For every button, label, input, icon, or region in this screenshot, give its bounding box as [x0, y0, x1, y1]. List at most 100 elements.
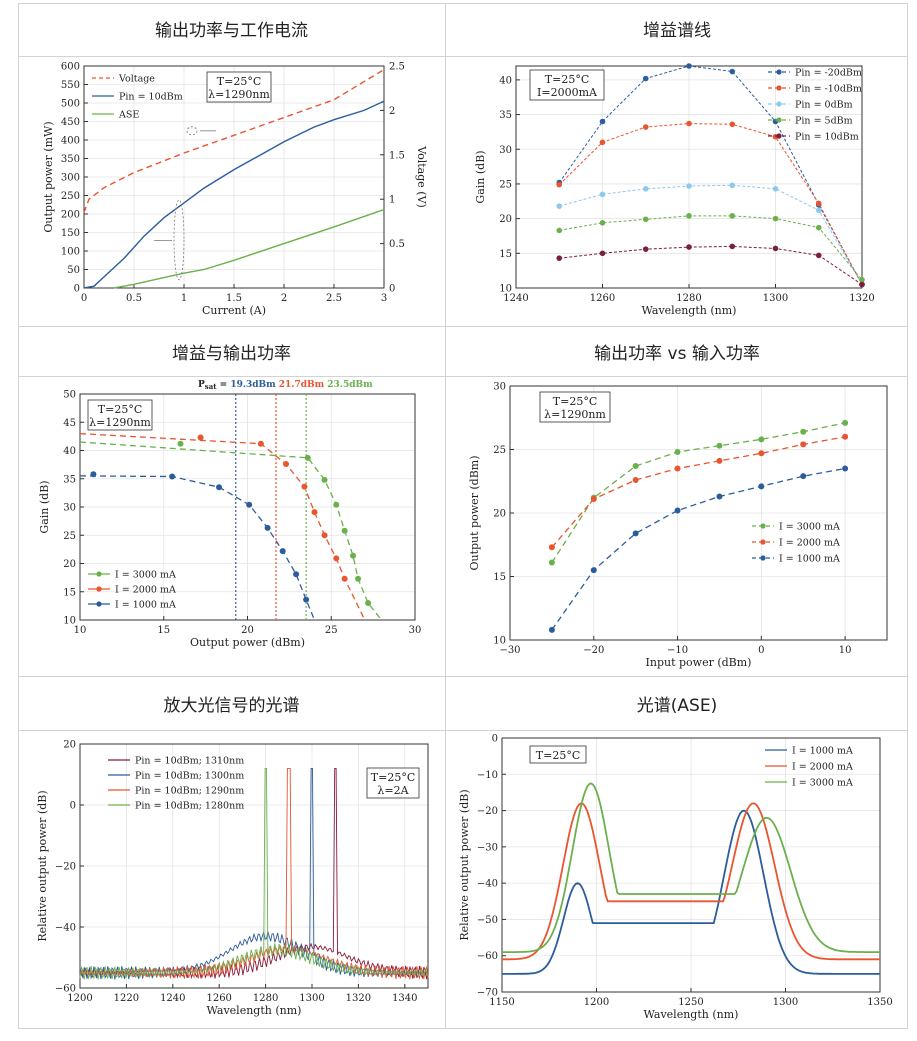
- data-point: [642, 216, 649, 223]
- legend-marker: [760, 523, 766, 529]
- data-point: [311, 509, 318, 516]
- data-point: [729, 243, 736, 250]
- data-point: [686, 213, 692, 219]
- data-point: [293, 571, 300, 578]
- data-point: [815, 252, 822, 259]
- annotation-text: λ=1290nm: [208, 88, 270, 101]
- y-tick-label: −20: [477, 806, 498, 817]
- y-axis-label: Relative output power (dB): [36, 790, 49, 941]
- y-tick-label: −20: [55, 862, 76, 873]
- data-point: [599, 250, 606, 257]
- data-point: [842, 433, 849, 440]
- panel-title: 光谱(ASE): [636, 695, 718, 716]
- x-tick-label: 1.5: [226, 293, 242, 304]
- legend-label: I = 3000 mA: [792, 778, 853, 789]
- x-tick-label: 1200: [67, 993, 92, 1004]
- data-point: [590, 567, 597, 574]
- spectrum-trace: [79, 767, 429, 980]
- x-tick-label: 1200: [584, 997, 609, 1008]
- data-point: [674, 507, 681, 514]
- y-tick-label: 40: [63, 446, 76, 457]
- x-tick-label: 1240: [160, 993, 185, 1004]
- chart-amplified-spectrum: 1200 1220 1240 1260 1280 1300 1320 1340 −60 −40 −2…: [36, 740, 429, 1017]
- x-tick-label: 30: [409, 625, 422, 636]
- data-point: [859, 276, 865, 283]
- y-tick-label: −10: [477, 770, 498, 781]
- annotation-ellipse: [173, 199, 185, 281]
- x-tick-label: 20: [241, 625, 254, 636]
- series-line: [83, 69, 385, 213]
- panel-title: 输出功率 vs 输入功率: [594, 343, 760, 364]
- data-point: [815, 224, 822, 231]
- annotation-text: T=25°C: [371, 771, 415, 784]
- legend-label: Pin = 10dBm; 1280nm: [135, 801, 244, 812]
- series-line: [558, 123, 863, 285]
- chart-gain-vs-output-power: 10 15 20 25 30 10 15 20 25 30 35 40 45 50 Output power…: [38, 380, 422, 649]
- y-tick-label: 100: [61, 247, 80, 258]
- x-tick-label: 1250: [678, 997, 703, 1008]
- x-tick-label: 1220: [114, 993, 139, 1004]
- data-point: [556, 255, 563, 261]
- y-tick-label: 50: [63, 390, 76, 401]
- data-point: [800, 473, 807, 480]
- legend-marker: [760, 539, 766, 545]
- annotation-text: T=25°C: [553, 395, 597, 408]
- x-tick-label: 1280: [253, 993, 278, 1004]
- legend-label: I = 1000 mA: [779, 554, 840, 565]
- y-axis-label: Relative output power (dB): [458, 789, 471, 940]
- y-tick-label: 35: [499, 110, 512, 121]
- data-point: [674, 449, 681, 456]
- x-tick-label: 1350: [867, 997, 892, 1008]
- x-axis-label: Input power (dBm): [646, 656, 752, 669]
- legend-label: Pin = -20dBm: [795, 68, 862, 79]
- data-point: [599, 139, 606, 146]
- data-point: [859, 281, 865, 288]
- data-point: [674, 465, 681, 472]
- legend-label: I = 1000 mA: [115, 600, 176, 611]
- data-point: [333, 501, 340, 508]
- data-point: [283, 461, 290, 468]
- legend-marker: [96, 601, 102, 607]
- data-point: [642, 185, 649, 192]
- legend-marker: [96, 586, 102, 592]
- data-point: [686, 120, 692, 127]
- x-tick-label: 1240: [503, 293, 528, 304]
- panel-title: 放大光信号的光谱: [163, 695, 300, 716]
- y-tick-label: 350: [61, 154, 80, 165]
- panel-title: 输出功率与工作电流: [155, 20, 308, 41]
- panel-title: 增益谱线: [643, 20, 711, 41]
- y-tick-label: 30: [493, 382, 506, 393]
- annotation-text: λ=1290nm: [544, 408, 606, 421]
- legend-label: Pin = 10dBm; 1310nm: [135, 756, 244, 767]
- x-tick-label: 0: [81, 293, 87, 304]
- series-line: [83, 100, 385, 289]
- data-point: [642, 124, 649, 130]
- legend-label: I = 3000 mA: [115, 570, 176, 581]
- y-axis-label: Output power (mW): [42, 121, 55, 232]
- y-tick-label: 0: [70, 801, 76, 812]
- data-point: [686, 63, 692, 69]
- y-tick-label: 50: [67, 265, 80, 276]
- y2-tick-label: 0.5: [389, 239, 405, 250]
- x-axis-label: Wavelength (nm): [642, 304, 737, 317]
- series-line: [551, 467, 846, 631]
- x-tick-label: 1260: [206, 993, 231, 1004]
- data-point: [729, 182, 736, 189]
- annotation-text: T=25°C: [217, 75, 261, 88]
- x-tick-label: 3: [381, 293, 387, 304]
- y-tick-label: 500: [61, 99, 80, 110]
- y-tick-label: 20: [499, 214, 512, 225]
- x-tick-label: 10: [839, 645, 852, 656]
- x-tick-label: 1280: [676, 293, 701, 304]
- data-point: [800, 428, 807, 435]
- y-tick-label: 30: [63, 503, 76, 514]
- data-point: [729, 213, 736, 219]
- data-point: [599, 191, 606, 198]
- data-point: [548, 626, 555, 633]
- spectrum-trace: [79, 767, 429, 980]
- data-point: [642, 75, 649, 82]
- x-tick-label: 2.5: [326, 293, 342, 304]
- data-point: [257, 440, 264, 447]
- chart-grid: [18, 3, 908, 1029]
- x-axis-label: Wavelength (nm): [644, 1008, 739, 1021]
